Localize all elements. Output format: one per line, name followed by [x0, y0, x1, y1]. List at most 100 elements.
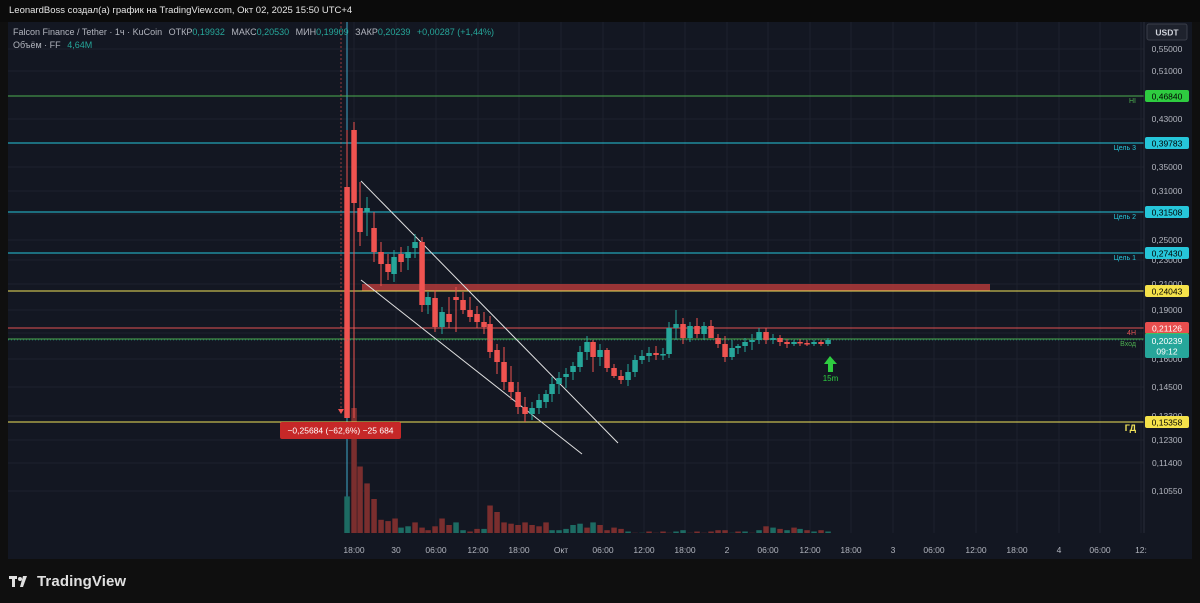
- candle: [549, 377, 555, 402]
- candle: [543, 390, 549, 408]
- volume-bar: [577, 523, 583, 538]
- chart-frame[interactable]: HI 0,46840 Цель 3 0,39783 Цель 2 0,31508 Цель …: [8, 22, 1192, 559]
- candle-body: [729, 348, 735, 357]
- volume-bar: [405, 526, 411, 538]
- volume-bar: [508, 523, 514, 538]
- candle-body: [646, 353, 652, 356]
- level-name-label: ГД: [1125, 423, 1137, 433]
- candle-body: [777, 338, 783, 342]
- tradingview-logo[interactable]: TradingView: [9, 573, 126, 590]
- candle-body: [818, 342, 824, 344]
- candle: [660, 348, 666, 360]
- channel-upper-line: [360, 180, 619, 444]
- symbol-name: Falcon Finance / Tether · 1ч · KuCoin: [13, 27, 163, 37]
- measure-badge: [280, 422, 401, 439]
- volume-bar: [494, 512, 500, 538]
- volume-bar: [378, 519, 384, 538]
- top-bar: LeonardBoss создал(а) график на TradingV…: [0, 0, 1200, 22]
- volume-bar: [584, 527, 590, 538]
- candle: [378, 242, 384, 286]
- candle-body: [453, 297, 459, 300]
- candle: [673, 310, 679, 340]
- chart-attribution: LeonardBoss создал(а) график на TradingV…: [9, 5, 353, 16]
- volume-bar: [344, 496, 350, 538]
- candle: [763, 328, 769, 344]
- candle-body: [742, 342, 748, 346]
- candle: [536, 394, 542, 414]
- low-value: 0,19909: [316, 27, 349, 37]
- candle-body: [391, 257, 397, 274]
- change-value: +0,00287 (+1,44%): [416, 27, 494, 37]
- time-axis-bg: [8, 533, 1192, 559]
- candle-body: [784, 342, 790, 344]
- candle: [756, 328, 762, 344]
- candle-body: [673, 324, 679, 328]
- price-chart[interactable]: HI 0,46840 Цель 3 0,39783 Цель 2 0,31508 Цель …: [8, 22, 1192, 559]
- candles: [344, 122, 831, 422]
- volume-bar: [487, 505, 493, 538]
- candle-body: [425, 297, 431, 305]
- candle: [371, 212, 377, 262]
- time-tick: Окт: [554, 545, 568, 555]
- candle-body: [549, 384, 555, 394]
- candle-body: [680, 324, 686, 338]
- volume-bar: [529, 525, 535, 538]
- time-tick: 12:: [1135, 545, 1147, 555]
- time-axis: 18:00 30 06:00 12:00 18:00 Окт 06:00 12:00 18:00…: [8, 533, 1192, 559]
- candle: [618, 370, 624, 384]
- volume-bar: [371, 499, 377, 538]
- candle-body: [543, 394, 549, 402]
- candle-body: [632, 360, 638, 372]
- level-name-label: HI: [1129, 98, 1136, 105]
- candle-body: [501, 362, 507, 382]
- candle-body: [446, 314, 452, 322]
- candle-body: [825, 340, 831, 344]
- volume-bar: [453, 522, 459, 538]
- candle: [611, 364, 617, 378]
- level-price-label: 0,21126: [1152, 324, 1182, 334]
- candle-body: [364, 208, 370, 212]
- volume-bar: [432, 526, 438, 538]
- candle: [344, 130, 350, 418]
- candle: [625, 364, 631, 386]
- candle: [398, 247, 404, 272]
- candle-body: [749, 340, 755, 342]
- measure-label: −0,25684 (−62,6%) −25 684: [287, 426, 393, 436]
- candle: [563, 368, 569, 388]
- tradingview-brand: TradingView: [37, 573, 127, 590]
- up-arrow-shape: [824, 356, 837, 372]
- candle-body: [735, 346, 741, 348]
- candle: [729, 340, 735, 360]
- candle: [357, 182, 363, 246]
- candle: [646, 347, 652, 362]
- candle-body: [467, 310, 473, 317]
- candle-body: [351, 130, 357, 203]
- level-name-label: Цель 1: [1114, 255, 1137, 262]
- time-tick: 12:00: [467, 545, 489, 555]
- level-price-label: 0,46840: [1152, 92, 1183, 102]
- time-tick: 06:00: [1089, 545, 1111, 555]
- level-name-label: 4H: [1127, 330, 1136, 337]
- currency-badge: [1146, 23, 1188, 41]
- candle: [811, 340, 817, 346]
- candle: [735, 344, 741, 354]
- volume-bar: [536, 526, 542, 538]
- level-name-label: Цель 2: [1114, 214, 1137, 221]
- candle-body: [419, 242, 425, 305]
- candle-body: [385, 264, 391, 272]
- candle: [556, 372, 562, 394]
- volume-bar: [392, 518, 398, 538]
- candle-body: [811, 342, 817, 344]
- volume-bar: [364, 483, 370, 538]
- candle: [770, 334, 776, 344]
- candle-body: [570, 366, 576, 372]
- price-tick: 0,19000: [1152, 305, 1183, 315]
- price-tick: 0,43000: [1152, 114, 1183, 124]
- time-tick: 18:00: [674, 545, 696, 555]
- candle-body: [474, 314, 480, 322]
- candle: [364, 197, 370, 236]
- price-tick: 0,35000: [1152, 162, 1183, 172]
- candle-body: [687, 326, 693, 338]
- time-tick: 06:00: [757, 545, 779, 555]
- price-tick: 0,23000: [1152, 255, 1183, 265]
